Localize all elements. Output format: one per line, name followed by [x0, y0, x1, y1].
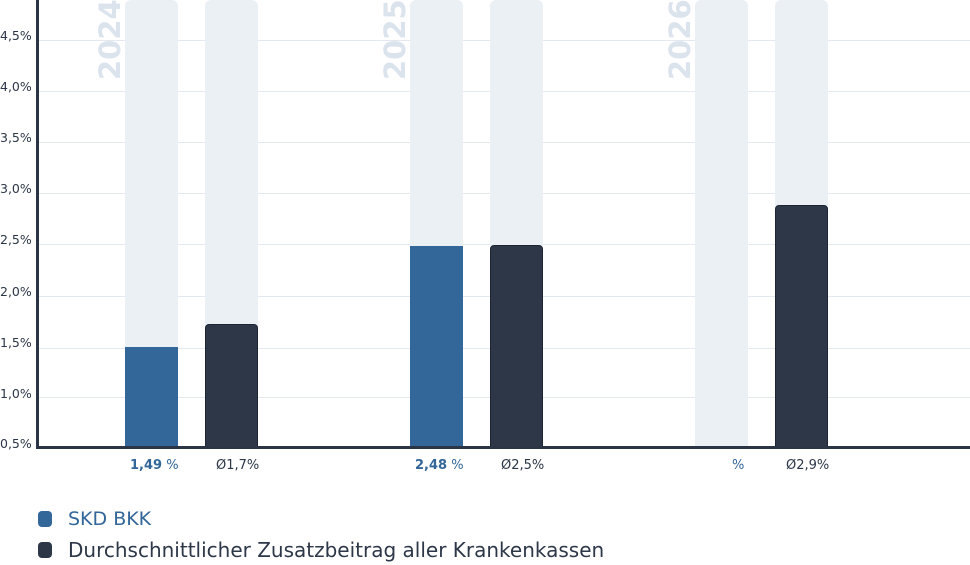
legend-label: Durchschnittlicher Zusatzbeitrag aller K… [68, 537, 605, 562]
bar-skd-2025[interactable] [410, 246, 463, 447]
bar-track [695, 0, 748, 447]
y-tick-label: 4,0% [0, 79, 32, 94]
chart-legend: SKD BKK Durchschnittlicher Zusatzbeitrag… [38, 503, 604, 565]
y-tick-label: 0,5% [0, 436, 32, 451]
legend-swatch-blue [38, 510, 52, 527]
y-tick-label: 1,5% [0, 335, 32, 350]
bar-average-2024[interactable] [205, 324, 258, 447]
y-tick-label: 3,5% [0, 130, 32, 145]
bar-skd-2024[interactable] [125, 347, 178, 447]
x-axis-line [36, 446, 970, 449]
legend-item-skd-bkk[interactable]: SKD BKK [38, 503, 604, 534]
y-tick-label: 1,0% [0, 386, 32, 401]
y-tick-label: 2,0% [0, 284, 32, 299]
bar-average-2026[interactable] [775, 205, 828, 447]
y-tick-label: 2,5% [0, 232, 32, 247]
legend-swatch-dark [38, 541, 52, 558]
skd-value: 2,48 [415, 458, 448, 473]
y-tick-label: 4,5% [0, 28, 32, 43]
skd-value-label-2026: % [732, 458, 744, 473]
bar-average-2025[interactable] [490, 245, 543, 447]
chart-plot-area: 4,5% 4,0% 3,5% 3,0% 2,5% 2,0% 1,5% 1,0% … [0, 0, 970, 451]
skd-value-label-2024: 1,49 % [130, 458, 179, 473]
average-value-label-2025: Ø2,5% [501, 458, 545, 473]
average-value-label-2024: Ø1,7% [216, 458, 260, 473]
skd-value-label-2025: 2,48 % [415, 458, 464, 473]
legend-item-average[interactable]: Durchschnittlicher Zusatzbeitrag aller K… [38, 534, 604, 565]
skd-unit: % [451, 458, 464, 473]
year-label-2025: 2025 [378, 0, 412, 80]
legend-label: SKD BKK [68, 507, 152, 530]
skd-unit: % [732, 458, 745, 473]
average-value-label-2026: Ø2,9% [786, 458, 830, 473]
year-label-2024: 2024 [93, 0, 127, 80]
skd-unit: % [166, 458, 179, 473]
year-label-2026: 2026 [663, 0, 697, 80]
y-axis-line [36, 0, 39, 449]
y-tick-label: 3,0% [0, 181, 32, 196]
skd-value: 1,49 [130, 458, 163, 473]
